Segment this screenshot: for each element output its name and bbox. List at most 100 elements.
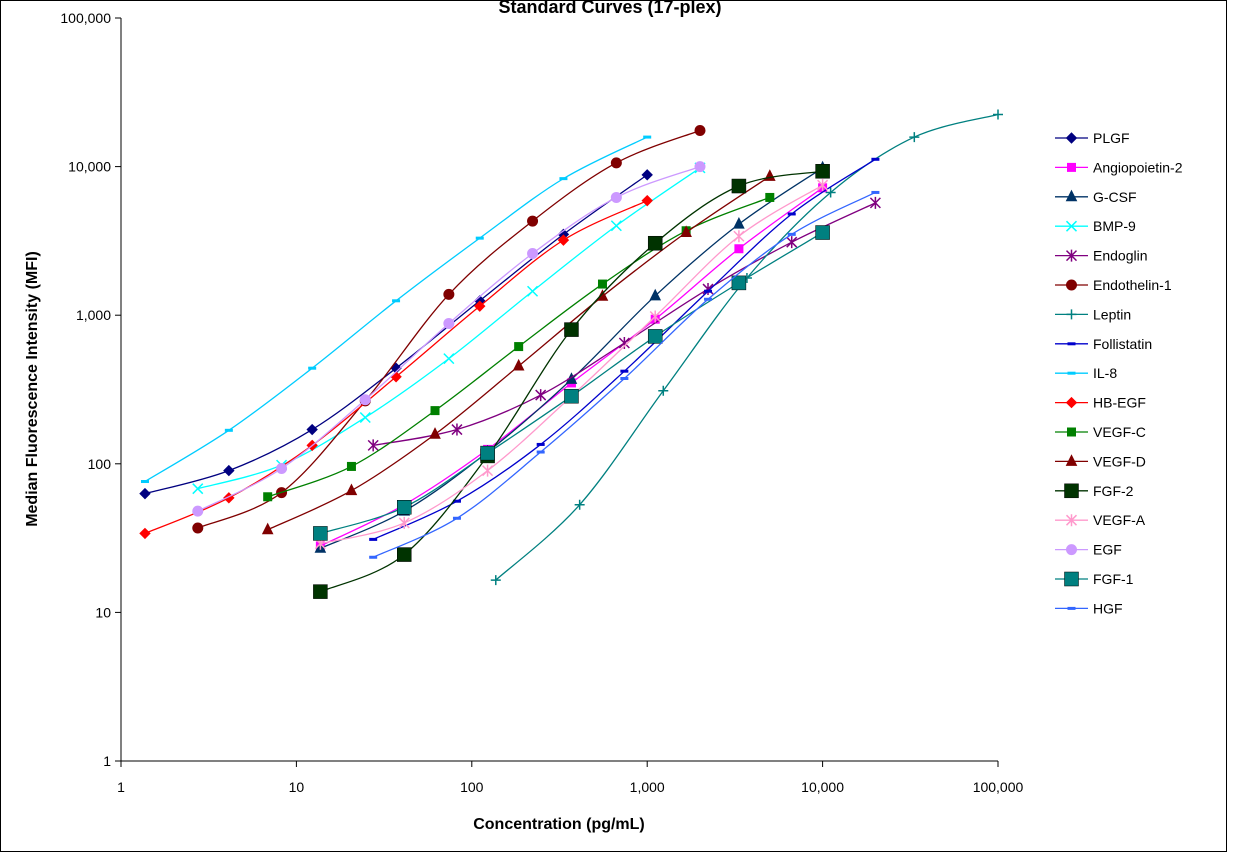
legend-marker — [1065, 249, 1078, 262]
data-point — [512, 358, 525, 371]
data-point — [527, 248, 539, 260]
data-point — [514, 342, 524, 352]
data-point — [535, 389, 547, 402]
data-point — [139, 527, 151, 540]
legend-item: VEGF-D — [1055, 453, 1146, 469]
data-point — [443, 353, 455, 365]
x-tick-label: 100 — [460, 779, 484, 795]
legend-marker — [1067, 371, 1076, 375]
legend-label: EGF — [1093, 542, 1122, 558]
data-point — [694, 124, 706, 136]
data-point — [397, 547, 412, 562]
y-tick-label: 10,000 — [68, 159, 111, 175]
data-point — [451, 423, 463, 436]
data-point — [610, 157, 622, 169]
data-point — [765, 192, 775, 202]
y-tick-label: 100,000 — [60, 10, 111, 26]
data-point — [140, 480, 149, 484]
data-point — [490, 575, 501, 586]
chart-title: Standard Curves (17-plex) — [498, 0, 721, 17]
series-egf — [192, 161, 706, 517]
y-tick-label: 10 — [95, 604, 111, 620]
data-point — [731, 275, 747, 291]
data-point — [392, 299, 401, 303]
data-point — [359, 411, 371, 424]
series-endoglin — [367, 196, 881, 452]
legend-item: VEGF-C — [1055, 424, 1146, 440]
x-tick-label: 1,000 — [630, 779, 665, 795]
legend-label: Endothelin-1 — [1093, 277, 1172, 293]
series-follistatin — [369, 157, 880, 541]
legend-label: G-CSF — [1093, 189, 1137, 205]
legend-item: HB-EGF — [1055, 395, 1146, 411]
series-hgf — [369, 190, 880, 559]
data-point — [224, 428, 233, 432]
data-point — [574, 499, 585, 510]
legend-label: VEGF-C — [1093, 424, 1146, 440]
data-point — [610, 220, 622, 232]
data-point — [825, 187, 836, 198]
legend-marker — [1067, 342, 1076, 346]
legend-item: Angiopoietin-2 — [1055, 159, 1183, 175]
data-point — [223, 464, 235, 477]
legend-item: HGF — [1055, 600, 1123, 616]
data-point — [443, 288, 455, 300]
data-point — [276, 462, 288, 474]
legend-item: PLGF — [1055, 130, 1130, 146]
data-point — [817, 179, 829, 192]
data-point — [731, 178, 747, 194]
data-point — [704, 297, 713, 301]
data-point — [443, 317, 455, 329]
data-point — [733, 230, 745, 243]
x-ticks: 1 10 100 1,000 10,000 100,000 — [117, 761, 1024, 795]
data-point — [733, 217, 745, 229]
legend-marker — [1066, 544, 1077, 556]
data-point — [871, 190, 880, 194]
data-point — [649, 288, 662, 301]
data-point — [474, 300, 486, 312]
data-point — [610, 191, 622, 203]
legend-marker — [1066, 279, 1077, 291]
x-tick-label: 10 — [289, 779, 305, 795]
data-point — [536, 442, 545, 446]
data-point — [647, 329, 663, 344]
y-tick-label: 100 — [88, 456, 112, 472]
data-point — [482, 464, 494, 477]
series-layer — [139, 109, 1003, 599]
data-point — [345, 483, 358, 496]
data-point — [313, 584, 328, 599]
legend-label: FGF-2 — [1093, 483, 1134, 499]
x-tick-label: 1 — [117, 779, 125, 795]
data-point — [643, 135, 652, 139]
data-point — [527, 285, 539, 297]
legend-marker — [1065, 514, 1078, 527]
data-point — [452, 516, 461, 520]
data-point — [815, 164, 830, 179]
data-point — [658, 385, 669, 396]
data-point — [815, 225, 830, 240]
data-point — [647, 235, 663, 251]
legend-item: G-CSF — [1055, 189, 1137, 205]
data-point — [536, 450, 545, 454]
data-point — [869, 196, 881, 209]
data-point — [734, 244, 744, 254]
legend-item: Follistatin — [1055, 336, 1152, 352]
legend-item: FGF-1 — [1055, 571, 1134, 587]
data-point — [430, 406, 440, 416]
data-point — [527, 215, 539, 227]
data-point — [397, 500, 412, 515]
legend-label: PLGF — [1093, 130, 1130, 146]
data-point — [359, 394, 371, 406]
y-ticks: 1 10 100 1,000 10,000 100,000 — [60, 10, 121, 769]
data-point — [641, 194, 653, 207]
legend-marker — [1065, 189, 1078, 202]
legend: PLGF Angiopoietin-2 G-CSF BMP-9 Endoglin Endo… — [1055, 130, 1183, 616]
data-point — [787, 232, 796, 236]
legend-label: VEGF-D — [1093, 453, 1146, 469]
legend-item: Endoglin — [1055, 248, 1148, 264]
data-point — [620, 369, 629, 373]
data-point — [367, 439, 379, 452]
x-axis-title: Concentration (pg/mL) — [473, 816, 645, 833]
